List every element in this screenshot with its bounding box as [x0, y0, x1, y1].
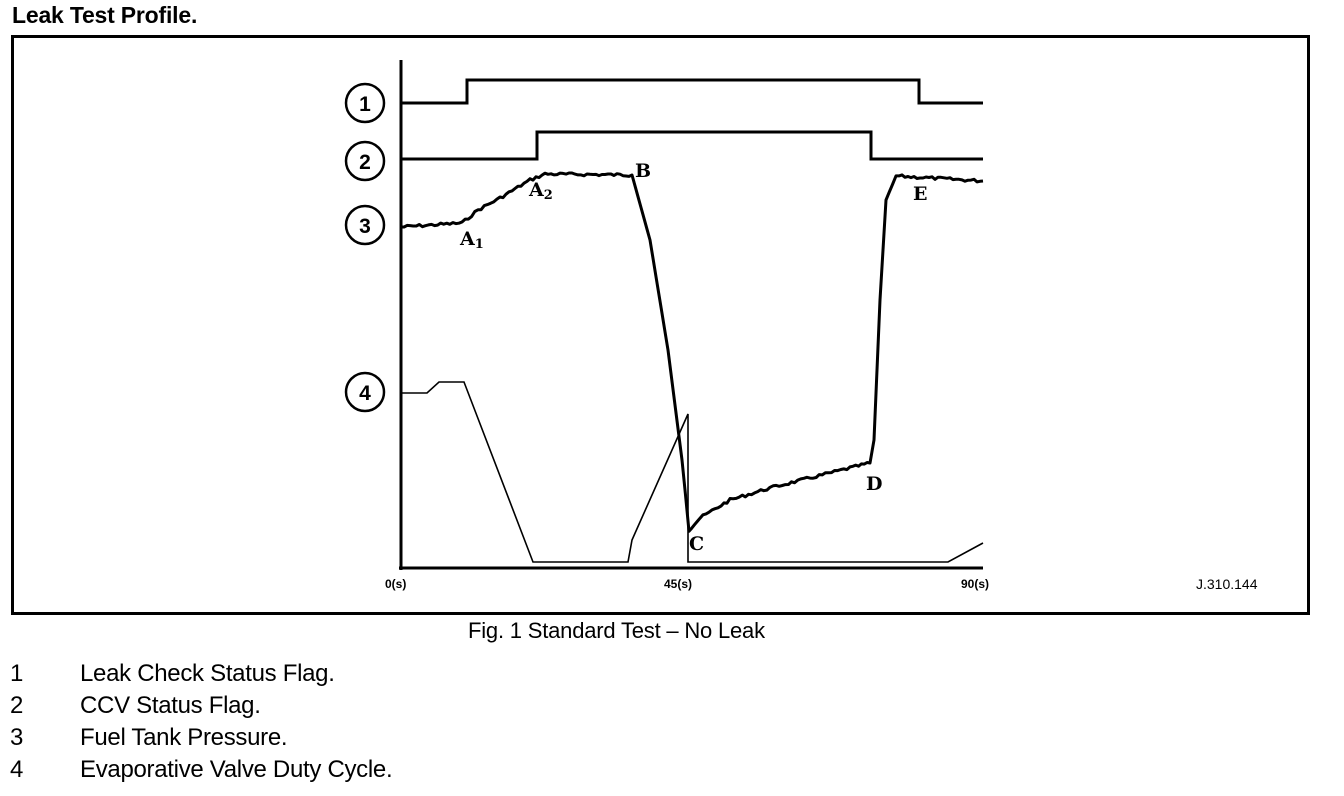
point-label-e: E: [913, 183, 927, 205]
x-tick-90: 90(s): [961, 577, 989, 591]
svg-text:2: 2: [359, 151, 371, 174]
trace-marker-4: 4: [344, 371, 386, 413]
legend-number: 1: [10, 660, 24, 687]
legend-item: 3 Fuel Tank Pressure.: [10, 722, 392, 754]
legend-text: Leak Check Status Flag.: [80, 660, 335, 687]
page-heading: Leak Test Profile.: [12, 2, 198, 28]
trace-evap-duty-cycle: [401, 381, 984, 563]
point-label-a1: A1: [459, 228, 484, 252]
point-label-b: B: [635, 160, 651, 182]
legend-text: Evaporative Valve Duty Cycle.: [80, 756, 393, 783]
svg-text:4: 4: [359, 382, 371, 405]
figure-caption: Fig. 1 Standard Test – No Leak: [468, 618, 765, 643]
trace-fuel-tank-pressure: [401, 171, 984, 533]
figure-reference: J.310.144: [1196, 576, 1258, 592]
trace-leak-check-flag: [401, 78, 983, 105]
x-tick-45: 45(s): [664, 577, 692, 591]
legend-text: CCV Status Flag.: [80, 692, 261, 719]
point-label-a2: A2: [528, 179, 553, 203]
legend-item: 4 Evaporative Valve Duty Cycle.: [10, 754, 393, 786]
x-tick-0: 0(s): [385, 577, 406, 591]
point-label-c: C: [689, 533, 704, 555]
legend-number: 2: [10, 692, 24, 719]
trace-ccv-flag: [401, 130, 983, 161]
svg-text:3: 3: [359, 215, 371, 238]
legend-item: 1 Leak Check Status Flag.: [10, 658, 392, 690]
figure-frame: [11, 35, 1310, 615]
legend-number: 3: [10, 724, 24, 751]
legend-item: 2 CCV Status Flag.: [10, 690, 392, 722]
trace-marker-3: 3: [344, 204, 386, 246]
svg-text:1: 1: [359, 93, 371, 116]
trace-marker-2: 2: [344, 140, 386, 182]
legend-number: 4: [10, 756, 24, 783]
legend-text: Fuel Tank Pressure.: [80, 724, 288, 751]
point-label-d: D: [866, 473, 882, 495]
legend-list: 1 Leak Check Status Flag. 2 CCV Status F…: [10, 658, 393, 786]
trace-marker-1: 1: [344, 82, 386, 124]
